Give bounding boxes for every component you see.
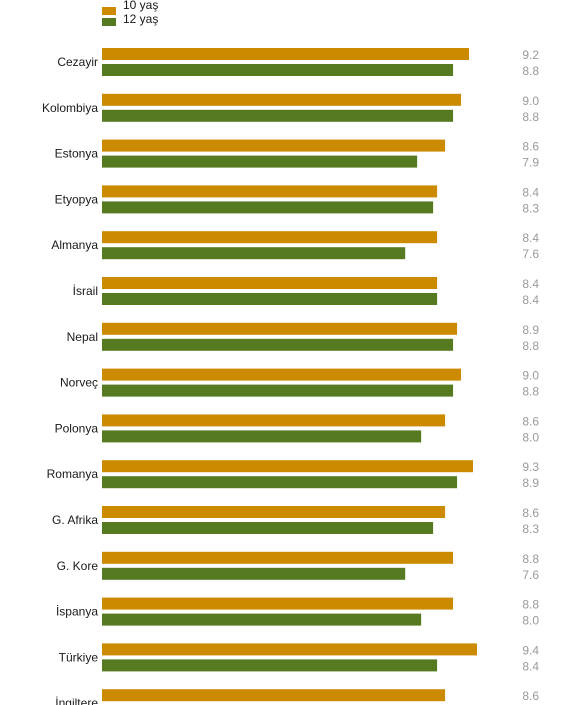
value-label-ispanya-12-yas: 8.0 <box>522 614 539 628</box>
bar-norvec-10-yas <box>102 368 462 381</box>
bar-almanya-12-yas <box>102 247 406 260</box>
value-label-polonya-10-yas: 8.6 <box>522 414 539 428</box>
category-label-norvec: Norveç <box>60 376 98 390</box>
value-label-israil-10-yas: 8.4 <box>522 277 539 291</box>
bar-g-afrika-10-yas <box>102 506 446 518</box>
category-label-ispanya: İspanya <box>56 605 98 619</box>
category-label-g-kore: G. Kore <box>57 559 99 573</box>
bar-ingiltere-10-yas <box>102 689 446 702</box>
bar-g-afrika-12-yas <box>102 522 434 534</box>
bar-romanya-12-yas <box>102 476 458 489</box>
bar-israil-10-yas <box>102 277 438 289</box>
category-label-ingiltere: İngiltere <box>55 696 98 705</box>
bar-kolombiya-12-yas <box>102 109 454 122</box>
category-label-g-afrika: G. Afrika <box>52 513 98 527</box>
bar-g-kore-12-yas <box>102 567 406 580</box>
bar-romanya-10-yas <box>102 460 474 473</box>
bar-estonya-12-yas <box>102 155 418 168</box>
value-label-turkiye-12-yas: 8.4 <box>522 659 539 673</box>
category-label-estonya: Estonya <box>55 147 99 161</box>
bar-estonya-10-yas <box>102 139 446 152</box>
value-label-cezayir-10-yas: 9.2 <box>522 48 539 62</box>
legend-swatch-12-yas <box>102 18 116 26</box>
value-label-ingiltere-10-yas: 8.6 <box>522 689 539 703</box>
value-label-nepal-10-yas: 8.9 <box>522 323 539 337</box>
value-label-cezayir-12-yas: 8.8 <box>522 64 539 78</box>
legend-label-10-yas: 10 yaş <box>123 0 158 12</box>
value-label-g-afrika-10-yas: 8.6 <box>522 506 539 520</box>
bar-polonya-12-yas <box>102 430 422 443</box>
category-label-israil: İsrail <box>73 284 98 298</box>
value-label-etyopya-10-yas: 8.4 <box>522 185 539 199</box>
bar-polonya-10-yas <box>102 414 446 427</box>
value-label-g-kore-12-yas: 7.6 <box>522 568 539 582</box>
bar-turkiye-10-yas <box>102 643 477 656</box>
value-label-nepal-12-yas: 8.8 <box>522 339 539 353</box>
value-label-norvec-10-yas: 9.0 <box>522 369 539 383</box>
legend-label-12-yas: 12 yaş <box>123 12 158 26</box>
value-label-turkiye-10-yas: 9.4 <box>522 643 539 657</box>
bar-israil-12-yas <box>102 293 438 305</box>
category-label-romanya: Romanya <box>47 467 99 481</box>
legend-swatch-10-yas <box>102 7 116 15</box>
bar-etyopya-10-yas <box>102 185 438 198</box>
category-label-nepal: Nepal <box>67 330 98 344</box>
bar-g-kore-10-yas <box>102 551 454 564</box>
value-label-romanya-12-yas: 8.9 <box>522 476 539 490</box>
category-label-polonya: Polonya <box>55 421 99 435</box>
bar-cezayir-12-yas <box>102 64 454 76</box>
bar-etyopya-12-yas <box>102 201 434 214</box>
value-label-almanya-10-yas: 8.4 <box>522 231 539 245</box>
bar-almanya-10-yas <box>102 231 438 244</box>
value-label-etyopya-12-yas: 8.3 <box>522 201 539 215</box>
category-label-cezayir: Cezayir <box>57 55 98 69</box>
category-label-etyopya: Etyopya <box>55 192 99 206</box>
value-label-almanya-12-yas: 7.6 <box>522 247 539 261</box>
bar-kolombiya-10-yas <box>102 93 462 106</box>
bar-nepal-10-yas <box>102 322 458 335</box>
bar-norvec-12-yas <box>102 384 454 397</box>
value-label-israil-12-yas: 8.4 <box>522 293 539 307</box>
value-label-kolombiya-10-yas: 9.0 <box>522 94 539 108</box>
bar-cezayir-10-yas <box>102 48 470 60</box>
category-label-turkiye: Türkiye <box>59 650 99 664</box>
category-label-kolombiya: Kolombiya <box>42 101 98 115</box>
bar-ispanya-12-yas <box>102 613 422 626</box>
category-label-almanya: Almanya <box>51 238 98 252</box>
chart-bars: Cezayir 9.2 8.8 Kolombiya 9.0 8.8 Estonya 8.6 7.… <box>42 48 539 705</box>
bar-turkiye-12-yas <box>102 659 438 672</box>
bar-ispanya-10-yas <box>102 597 454 610</box>
value-label-norvec-12-yas: 8.8 <box>522 385 539 399</box>
value-label-romanya-10-yas: 9.3 <box>522 460 539 474</box>
value-label-polonya-12-yas: 8.0 <box>522 430 539 444</box>
value-label-kolombiya-12-yas: 8.8 <box>522 110 539 124</box>
value-label-g-kore-10-yas: 8.8 <box>522 552 539 566</box>
bar-nepal-12-yas <box>102 338 454 351</box>
legend: 10 yaş 12 yaş <box>102 0 158 26</box>
value-label-g-afrika-12-yas: 8.3 <box>522 522 539 536</box>
value-label-estonya-10-yas: 8.6 <box>522 140 539 154</box>
value-label-estonya-12-yas: 7.9 <box>522 156 539 170</box>
value-label-ispanya-10-yas: 8.8 <box>522 598 539 612</box>
